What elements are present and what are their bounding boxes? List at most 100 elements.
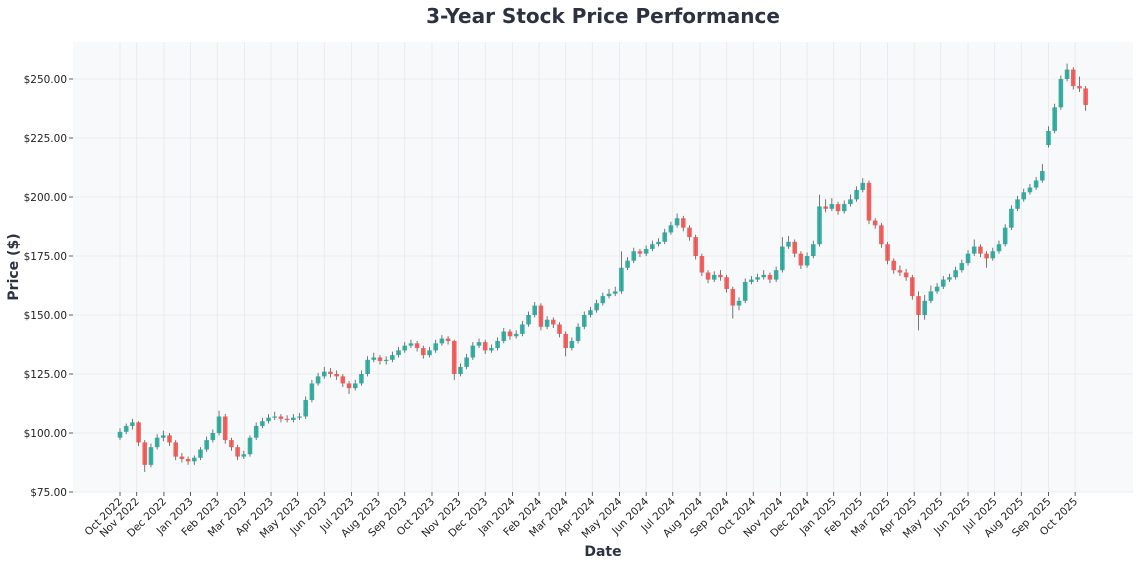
candle-body [953,270,958,278]
candle-up [934,283,940,294]
candle-body [1002,227,1008,245]
candle-down [866,180,872,225]
candle-body [551,319,556,325]
candle-up [117,428,123,441]
candle-up [922,294,927,320]
candle-body [501,331,507,341]
candle-up [1009,205,1014,231]
candle-up [204,436,209,452]
candle-down [693,234,698,260]
y-tick-label: $125.00 [24,369,67,381]
candle-down [724,274,729,293]
candle-up [928,285,934,304]
candle-body [470,345,476,358]
candle-down [142,440,148,472]
candle-body [872,220,878,226]
candle-up [297,412,302,421]
candle-up [674,213,680,228]
candle-body [711,274,717,280]
candle-body [1083,88,1088,105]
candle-body [421,348,426,356]
candle-up [526,311,531,327]
candle-body [1058,79,1064,108]
candle-body [148,447,154,465]
candle-down [451,339,457,380]
candle-body [340,376,346,384]
candle-body [916,296,921,315]
candle-body [303,399,308,417]
candle-down [767,272,773,284]
candle-down [340,374,346,387]
candle-up [1033,176,1039,190]
candle-body [841,204,847,212]
candle-up [309,379,315,403]
candle-down [1077,76,1082,92]
candle-body [321,371,327,377]
candle-up [1046,126,1051,148]
candle-up [786,235,791,249]
candle-body [439,338,445,344]
candle-body [996,244,1002,252]
candle-down [872,218,878,229]
candle-down [179,453,185,463]
candle-body [940,279,946,287]
candle-up [569,337,575,351]
candle-up [668,221,674,235]
candle-body [396,350,401,356]
candle-up [650,240,655,252]
candle-body [266,417,271,422]
candle-body [495,340,500,349]
candle-up [1040,163,1045,183]
candle-body [1064,69,1070,79]
candle-body [1027,187,1033,193]
candle-up [291,414,296,423]
candle-body [879,225,884,245]
candle-body [910,277,915,297]
candle-body [749,279,754,282]
plot-area [73,42,1133,492]
candles [117,63,1088,472]
candle-up [848,194,853,207]
candle-body [408,343,414,346]
candle-up [154,434,160,450]
candle-body [204,440,209,450]
candle-up [123,423,129,435]
candle-down [910,274,915,300]
candle-body [612,291,618,294]
candle-up [581,311,587,330]
candle-up [829,198,835,212]
candle-up [198,447,203,461]
candle-body [154,437,160,448]
candle-body [284,418,290,421]
candle-body [482,342,488,351]
y-tick-label: $225.00 [24,133,67,145]
y-tick-label: $150.00 [24,310,67,322]
candle-body [1009,208,1014,228]
candle-up [383,356,389,365]
candle-up [315,372,321,386]
candle-up [996,240,1002,254]
candle-body [978,246,983,254]
candle-body [142,442,148,465]
candle-body [897,270,903,273]
candle-body [532,305,538,315]
candle-up [247,435,253,457]
candle-up [161,430,166,442]
candle-up [612,286,618,297]
candle-body [198,449,203,458]
candle-body [947,277,952,280]
candle-body [247,437,253,455]
candle-body [780,246,785,271]
candle-up [513,330,519,339]
candle-body [476,342,482,346]
candle-down [482,339,488,354]
candle-up [216,410,222,436]
candle-body [792,241,798,254]
candle-body [520,324,525,334]
candle-up [1015,195,1020,212]
candle-body [581,315,587,327]
candle-body [860,182,866,190]
candle-down [563,331,568,357]
candle-up [755,273,760,282]
